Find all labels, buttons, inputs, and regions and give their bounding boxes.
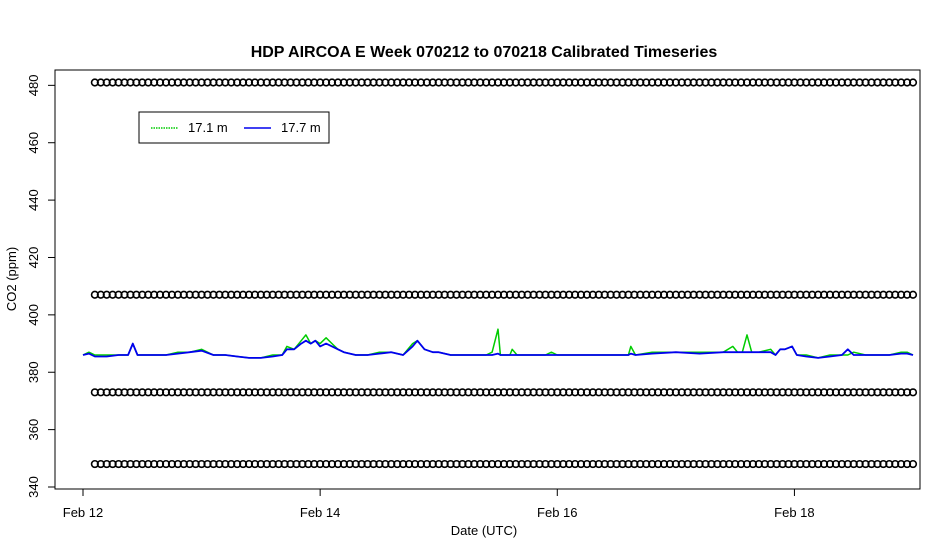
x-axis: Feb 12 Feb 14 Feb 16 Feb 18 — [63, 488, 815, 520]
calibration-point — [908, 459, 918, 469]
x-tick-label: Feb 14 — [300, 505, 340, 520]
calibration-point — [908, 78, 918, 87]
y-tick-label: 360 — [26, 419, 41, 441]
x-tick-label: Feb 16 — [537, 505, 577, 520]
x-tick-label: Feb 18 — [774, 505, 814, 520]
y-tick-label: 440 — [26, 189, 41, 211]
x-tick-label: Feb 12 — [63, 505, 103, 520]
y-tick-label: 380 — [26, 361, 41, 383]
legend-label-17-7m: 17.7 m — [281, 120, 321, 135]
y-axis-title: CO2 (ppm) — [4, 247, 19, 311]
y-axis: 340 360 380 400 420 440 460 480 — [26, 74, 56, 498]
legend-label-17-1m: 17.1 m — [188, 120, 228, 135]
legend: 17.1 m 17.7 m — [138, 111, 330, 144]
x-axis-title: Date (UTC) — [451, 523, 517, 538]
y-tick-label: 340 — [26, 476, 41, 498]
calibration-point — [908, 290, 918, 299]
y-tick-label: 400 — [26, 304, 41, 326]
calibration-markers — [90, 78, 918, 469]
legend-box — [138, 111, 330, 144]
series-lines — [82, 328, 914, 359]
y-tick-label: 420 — [26, 247, 41, 269]
y-tick-label: 460 — [26, 132, 41, 154]
y-tick-label: 480 — [26, 74, 41, 96]
series-line-17-7-m — [82, 339, 914, 359]
chart-title: HDP AIRCOA E Week 070212 to 070218 Calib… — [251, 44, 718, 61]
calibration-point — [908, 388, 918, 397]
